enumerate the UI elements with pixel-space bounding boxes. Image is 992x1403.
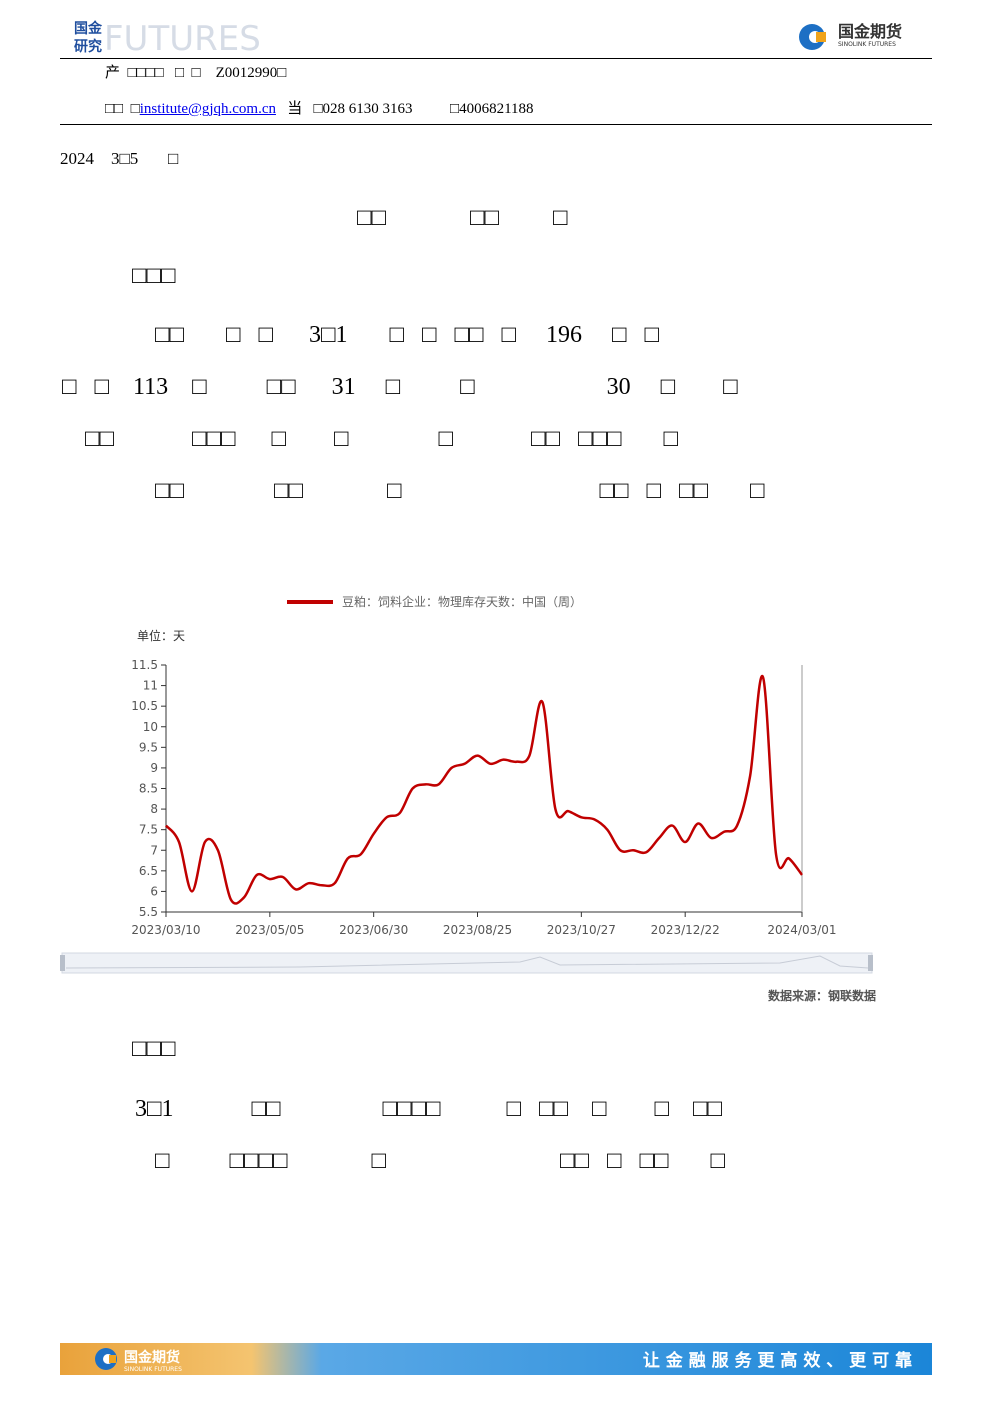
slogan: 让 金 融 服 务 更 高 效 、 更 可 靠	[643, 1350, 912, 1371]
zoom-preview	[65, 955, 869, 969]
y-tick-label: 6	[150, 884, 158, 898]
y-tick-label: 8.5	[139, 782, 158, 796]
contact-suffix: 当 □028 6130 3163 □4006821188	[275, 101, 534, 117]
paragraph-line: □□ □□ □ □□ □ □□ □	[155, 478, 765, 504]
contact-line: □□ □institute@gjqh.com.cn 当 □028 6130 31…	[105, 102, 534, 117]
y-tick-label: 8	[150, 802, 158, 816]
paragraph-line: □ □ 113 □ □□ 31 □ □ 30 □ □	[62, 374, 738, 400]
paragraph-line: 3□1 □□ □□□□ □ □□ □ □ □□	[135, 1096, 722, 1122]
y-tick-label: 5.5	[139, 905, 158, 919]
contact-line: 产 □□□□ □ □ Z0012990□	[105, 65, 287, 81]
footer-brand-en: SINOLINK FUTURES	[124, 1366, 182, 1373]
x-tick-label: 2023/12/22	[651, 923, 720, 937]
logo-top: 国金	[74, 21, 102, 37]
brand: 国金期货	[838, 22, 903, 41]
y-tick-label: 10	[143, 720, 158, 734]
x-tick-label: 2023/05/05	[235, 923, 304, 937]
paragraph-line: □ □□□□ □ □□ □ □□ □	[155, 1148, 725, 1174]
brand-en: SINOLINK FUTURES	[838, 41, 896, 48]
y-tick-label: 9	[150, 761, 158, 775]
watermark: FUTURES	[104, 19, 261, 59]
y-tick-label: 10.5	[131, 699, 158, 713]
rule	[60, 124, 932, 125]
brand-icon	[799, 24, 826, 50]
y-tick-label: 11	[143, 679, 158, 693]
paragraph-line: □□ □ □ 3□1 □ □ □□ □ 196 □ □	[155, 322, 659, 348]
x-tick-label: 2023/03/10	[131, 923, 200, 937]
section-heading: □□□	[132, 263, 176, 289]
title: □□ □□ □	[357, 205, 568, 231]
x-tick-label: 2023/06/30	[339, 923, 408, 937]
paragraph-line: □□ □□□ □ □ □ □□ □□□ □	[85, 426, 678, 452]
y-tick-label: 7.5	[139, 823, 158, 837]
x-tick-label: 2024/03/01	[767, 923, 836, 937]
x-tick-label: 2023/10/27	[547, 923, 616, 937]
footer-banner: 国金期货 SINOLINK FUTURES 让 金 融 服 务 更 高 效 、 …	[60, 1343, 932, 1375]
unit-label: 单位：天	[137, 628, 185, 643]
x-tick-label: 2023/08/25	[443, 923, 512, 937]
section-heading: □□□	[132, 1036, 176, 1062]
footer-brand: 国金期货	[124, 1349, 180, 1366]
source: 数据来源：钢联数据	[768, 988, 876, 1003]
y-tick-label: 9.5	[139, 740, 158, 754]
rule	[60, 58, 932, 59]
y-tick-label: 6.5	[139, 864, 158, 878]
y-tick-label: 11.5	[131, 658, 158, 672]
date: 2024 3□5 □	[60, 149, 179, 168]
zoom-handle[interactable]	[868, 955, 873, 971]
email-link[interactable]: institute@gjqh.com.cn	[139, 101, 276, 117]
data-line	[165, 674, 803, 905]
y-tick-label: 7	[150, 843, 158, 857]
legend-label: 豆粕：饲料企业：物理库存天数：中国（周）	[342, 594, 582, 609]
logo-bottom: 研究	[74, 39, 102, 55]
zoom-handle[interactable]	[60, 955, 65, 971]
contact-prefix: □□ □	[105, 101, 140, 117]
